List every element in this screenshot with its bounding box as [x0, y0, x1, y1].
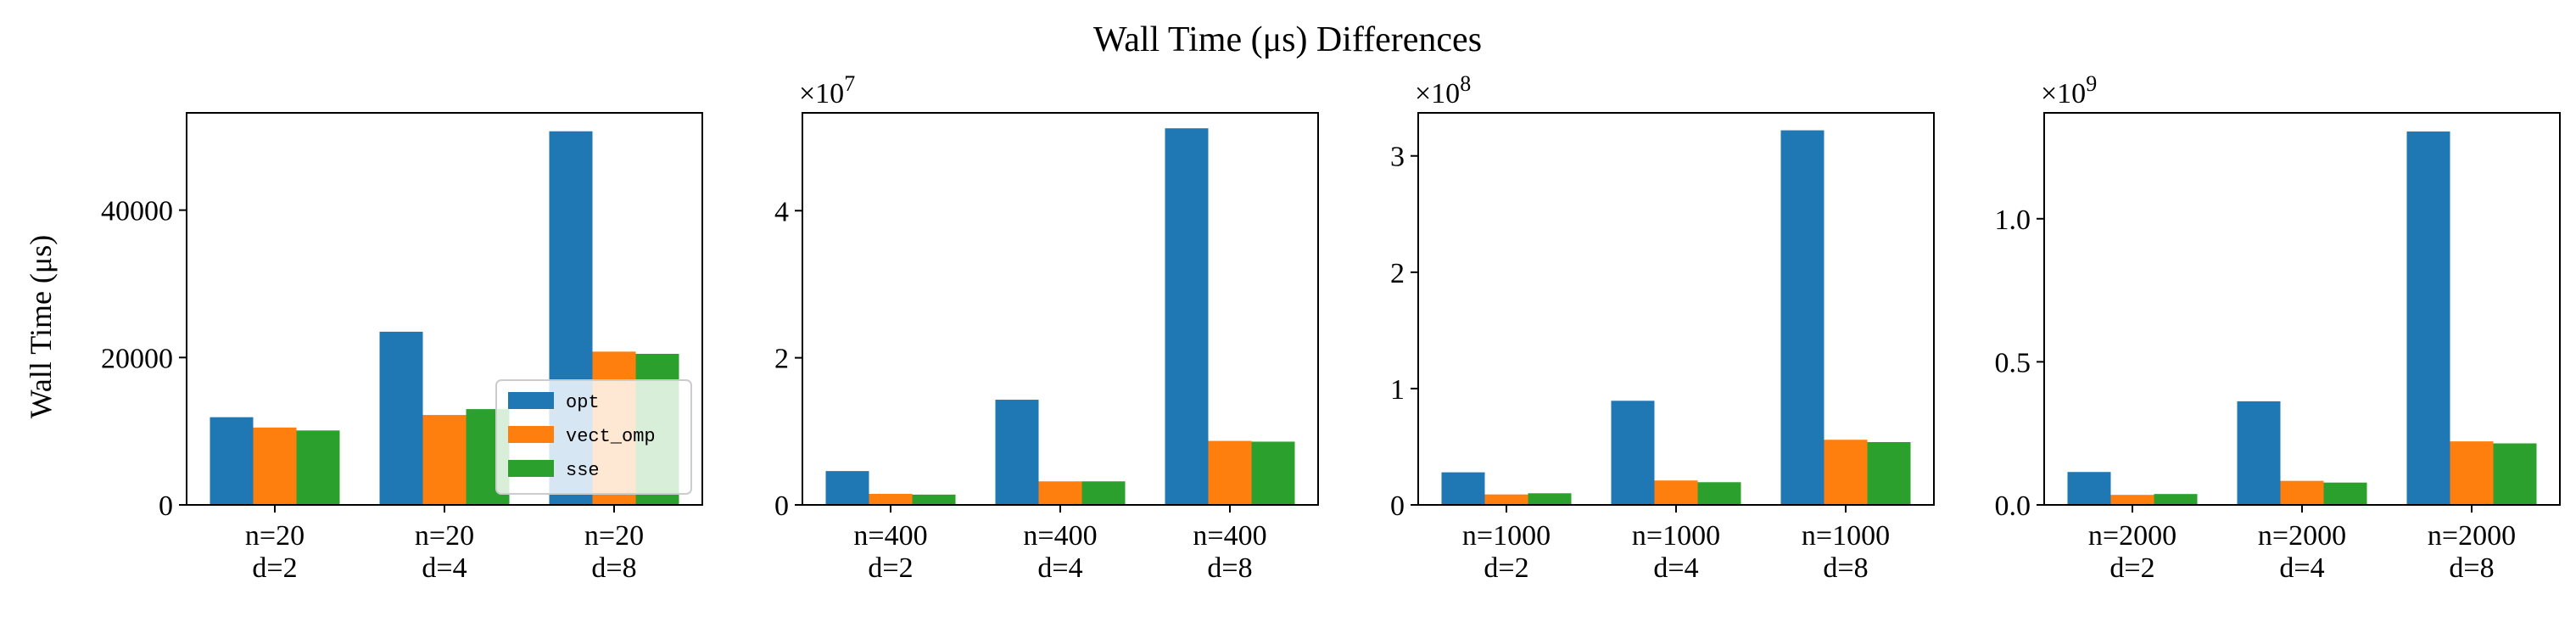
x-tick-label: d=2 — [252, 552, 297, 584]
bar-sse-2 — [1081, 481, 1126, 505]
y-multiplier: ×108 — [1415, 71, 1471, 109]
bar-sse-1 — [1528, 493, 1572, 505]
x-tick-label: d=8 — [1207, 552, 1252, 584]
bar-opt-1 — [825, 471, 869, 505]
bar-vect_omp-2 — [1654, 480, 1698, 505]
y-tick-label: 2 — [774, 344, 789, 375]
plot-frame — [802, 112, 1319, 506]
y-axis-label: Wall Time (μs) — [24, 235, 58, 418]
y-tick-label: 0.5 — [1995, 347, 2031, 378]
y-tick-label: 0 — [1390, 490, 1405, 522]
x-tick-label: n=1000 — [1462, 520, 1551, 552]
x-tick-label: d=2 — [868, 552, 913, 584]
bar-vect_omp-2 — [2280, 480, 2324, 505]
bar-opt-2 — [2237, 401, 2281, 505]
x-tick-label: n=400 — [1023, 520, 1097, 552]
bar-sse-1 — [296, 430, 340, 505]
bar-sse-1 — [912, 494, 956, 505]
bar-sse-3 — [2493, 443, 2537, 505]
x-tick-label: d=8 — [2449, 552, 2494, 584]
legend-label-opt: opt — [566, 392, 600, 413]
y-multiplier: ×107 — [799, 71, 855, 109]
x-tick-label: n=400 — [853, 520, 927, 552]
y-tick-label: 0 — [774, 490, 789, 522]
chart-panels: n=20d=2n=20d=4n=20d=802000040000n=400d=2… — [101, 71, 2561, 584]
legend-swatch-vect_omp — [508, 426, 554, 443]
x-tick-label: d=4 — [1037, 552, 1082, 584]
x-tick-label: n=2000 — [2088, 520, 2176, 552]
bar-opt-2 — [379, 331, 423, 505]
bar-vect_omp-1 — [2110, 495, 2154, 505]
x-tick-label: n=2000 — [2258, 520, 2346, 552]
bar-opt-3 — [1780, 130, 1824, 506]
bar-sse-3 — [1867, 441, 1911, 505]
legend-swatch-sse — [508, 460, 554, 477]
x-tick-label: d=4 — [422, 552, 467, 584]
x-tick-label: n=1000 — [1802, 520, 1890, 552]
y-tick-label: 20000 — [101, 343, 173, 374]
bar-opt-1 — [1441, 472, 1485, 505]
bar-opt-1 — [210, 417, 254, 505]
x-tick-label: n=2000 — [2428, 520, 2516, 552]
bar-opt-2 — [1611, 401, 1655, 505]
y-tick-label: 4 — [774, 196, 789, 227]
bar-sse-2 — [1697, 482, 1741, 505]
chart-title: Wall Time (μs) Differences — [1093, 20, 1482, 59]
bar-opt-2 — [995, 400, 1039, 505]
x-tick-label: d=2 — [2109, 552, 2154, 584]
bar-opt-1 — [2067, 472, 2111, 505]
x-tick-label: n=20 — [245, 520, 305, 552]
y-tick-label: 0.0 — [1995, 490, 2031, 522]
bar-vect_omp-2 — [1038, 481, 1082, 505]
bar-vect_omp-1 — [869, 493, 913, 505]
x-tick-label: d=8 — [1823, 552, 1868, 584]
bar-sse-3 — [1251, 441, 1295, 505]
x-tick-label: n=1000 — [1632, 520, 1720, 552]
y-tick-label: 0 — [159, 490, 173, 522]
bar-vect_omp-3 — [1824, 440, 1868, 505]
legend-label-sse: sse — [566, 460, 600, 481]
bar-vect_omp-2 — [422, 415, 467, 505]
bar-vect_omp-1 — [1484, 494, 1528, 505]
y-tick-label: 1.0 — [1995, 205, 2031, 236]
y-tick-label: 40000 — [101, 196, 173, 227]
plot-frame — [2043, 112, 2561, 506]
bar-vect_omp-3 — [2450, 441, 2494, 505]
x-tick-label: d=8 — [591, 552, 636, 584]
x-tick-label: n=20 — [584, 520, 644, 552]
bar-sse-2 — [2323, 482, 2367, 505]
plot-frame — [1417, 112, 1935, 506]
legend-swatch-opt — [508, 392, 554, 409]
x-tick-label: n=20 — [415, 520, 474, 552]
bar-opt-3 — [2406, 131, 2450, 505]
y-multiplier: ×109 — [2041, 71, 2097, 109]
bar-opt-3 — [1165, 128, 1209, 505]
x-tick-label: d=4 — [2279, 552, 2324, 584]
bar-vect_omp-3 — [1208, 440, 1252, 505]
bar-sse-1 — [2154, 494, 2198, 505]
x-tick-label: d=2 — [1484, 552, 1528, 584]
plot-frame — [186, 112, 703, 506]
y-tick-label: 2 — [1390, 258, 1405, 289]
x-tick-label: n=400 — [1193, 520, 1266, 552]
legend-label-vect_omp: vect_omp — [566, 426, 656, 447]
bar-vect_omp-1 — [253, 427, 297, 505]
x-tick-label: d=4 — [1653, 552, 1698, 584]
y-tick-label: 3 — [1390, 142, 1405, 173]
y-tick-label: 1 — [1390, 374, 1405, 406]
